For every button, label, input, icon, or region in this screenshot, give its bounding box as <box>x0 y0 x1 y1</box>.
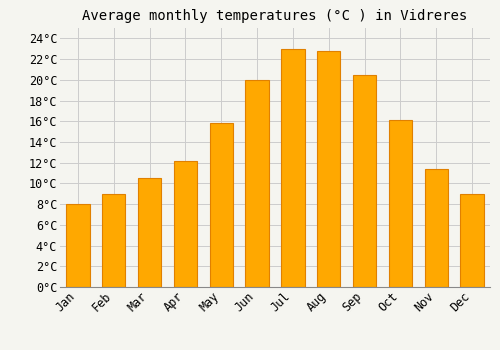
Bar <box>460 194 483 287</box>
Bar <box>389 120 412 287</box>
Title: Average monthly temperatures (°C ) in Vidreres: Average monthly temperatures (°C ) in Vi… <box>82 9 468 23</box>
Bar <box>102 194 126 287</box>
Bar <box>424 169 448 287</box>
Bar <box>282 49 304 287</box>
Bar <box>66 204 90 287</box>
Bar <box>138 178 161 287</box>
Bar <box>317 51 340 287</box>
Bar <box>210 123 233 287</box>
Bar <box>174 161 197 287</box>
Bar <box>353 75 376 287</box>
Bar <box>246 80 268 287</box>
